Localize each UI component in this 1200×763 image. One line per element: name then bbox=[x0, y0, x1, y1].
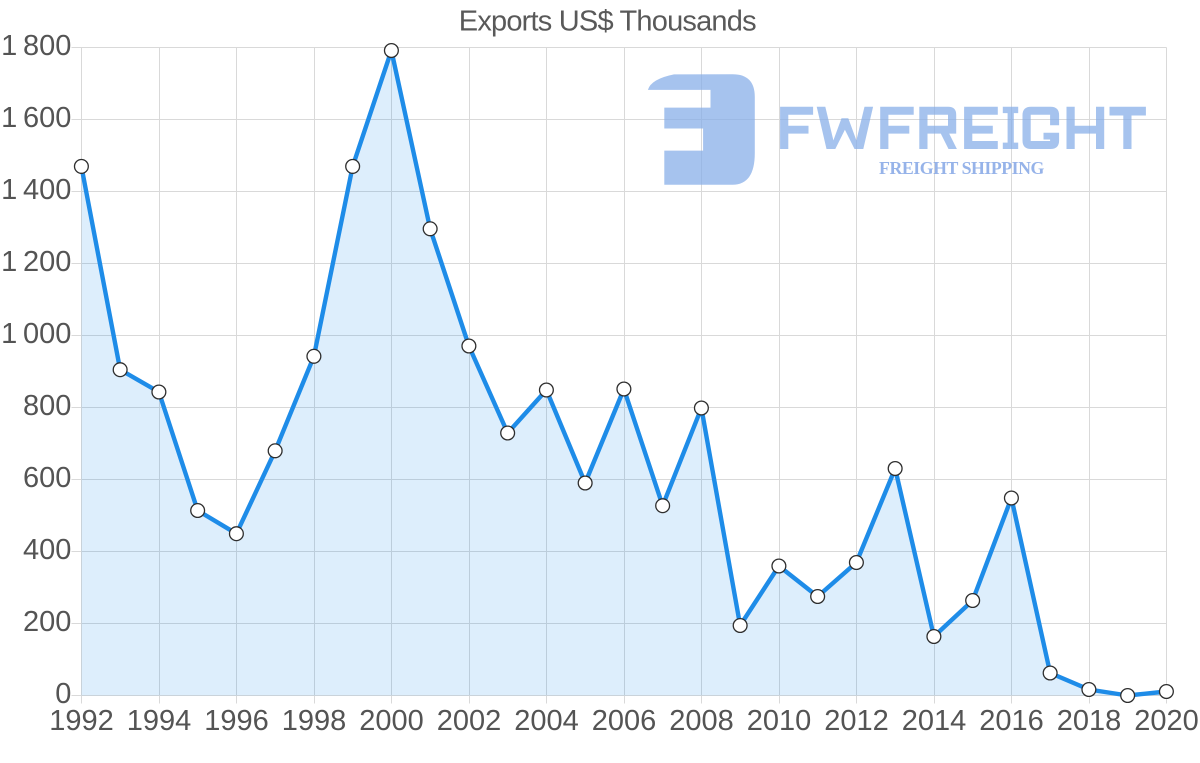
svg-text:FREIGHT SHIPPING: FREIGHT SHIPPING bbox=[879, 158, 1045, 178]
svg-text:1 600: 1 600 bbox=[1, 102, 71, 134]
svg-text:2020: 2020 bbox=[1134, 705, 1199, 737]
svg-text:1998: 1998 bbox=[282, 705, 347, 737]
svg-text:1 800: 1 800 bbox=[1, 30, 71, 62]
svg-text:400: 400 bbox=[23, 534, 71, 566]
svg-text:2012: 2012 bbox=[824, 705, 889, 737]
svg-text:1 000: 1 000 bbox=[1, 318, 71, 350]
svg-text:2014: 2014 bbox=[902, 705, 967, 737]
svg-text:2006: 2006 bbox=[592, 705, 657, 737]
svg-text:2004: 2004 bbox=[514, 705, 579, 737]
svg-text:2002: 2002 bbox=[437, 705, 502, 737]
svg-text:600: 600 bbox=[23, 462, 71, 494]
svg-text:800: 800 bbox=[23, 390, 71, 422]
svg-text:2008: 2008 bbox=[669, 705, 734, 737]
svg-text:1996: 1996 bbox=[204, 705, 269, 737]
svg-text:1 400: 1 400 bbox=[1, 174, 71, 206]
svg-text:1994: 1994 bbox=[127, 705, 192, 737]
svg-text:Exports US$ Thousands: Exports US$ Thousands bbox=[459, 6, 756, 38]
svg-text:1 200: 1 200 bbox=[1, 246, 71, 278]
svg-text:2000: 2000 bbox=[359, 705, 424, 737]
svg-text:2018: 2018 bbox=[1057, 705, 1122, 737]
svg-text:2010: 2010 bbox=[747, 705, 812, 737]
svg-text:0: 0 bbox=[55, 678, 71, 710]
svg-text:1992: 1992 bbox=[49, 705, 114, 737]
svg-text:200: 200 bbox=[23, 606, 71, 638]
svg-text:2016: 2016 bbox=[979, 705, 1044, 737]
